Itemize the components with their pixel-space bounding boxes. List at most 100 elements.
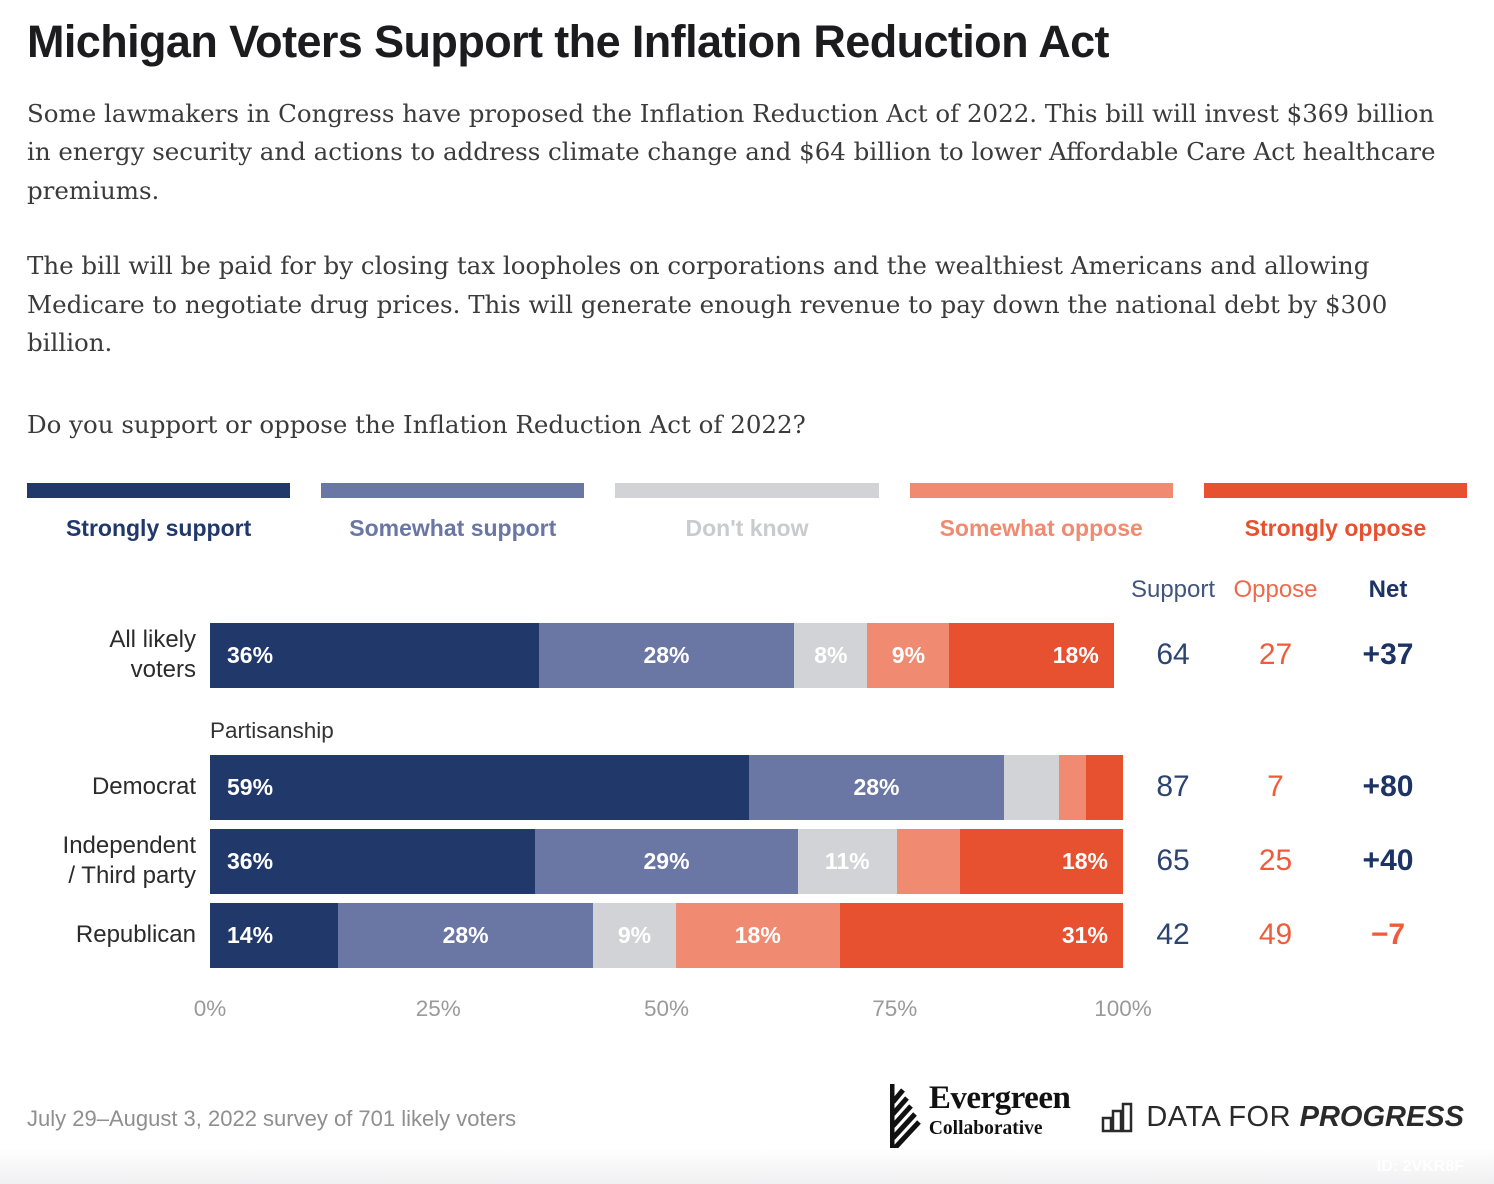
page-title: Michigan Voters Support the Inflation Re… [27,16,1110,67]
segment-percentage-label: 59% [227,773,274,800]
row-label: Independent / Third party [62,832,196,890]
dfp-light-text: DATA FOR [1146,1100,1292,1133]
column-header-net: Net [1368,575,1408,603]
segment-percentage-label: 31% [1061,921,1108,948]
legend-label: Somewhat oppose [939,514,1143,541]
net-value: +80 [1362,770,1414,804]
row-label: All likely voters [109,626,196,684]
segment-percentage-label: 8% [814,641,848,668]
segment-percentage-label: 36% [227,641,274,668]
chart-page: Michigan Voters Support the Inflation Re… [0,16,1494,1024]
logo-row: Evergreen Collaborative DATA FOR PROGRES… [887,1082,1464,1152]
bar-segment-somewhat-oppose: 18% [675,902,840,968]
legend-item-somewhat-support: Somewhat support [321,482,585,542]
net-value: −7 [1370,918,1406,952]
evergreen-tree-icon [889,1084,921,1152]
legend-label: Strongly support [65,514,252,541]
bar-segment-strongly-support: 59% [210,754,749,820]
segment-percentage-label: 14% [227,921,274,948]
legend-item-dont-know: Don't know [615,482,879,542]
summary-column-headers: Support Oppose Net [27,575,1467,605]
chart-id-tag: ID: 2VKR8F [1376,1158,1464,1175]
segment-percentage-label: 28% [442,921,489,948]
x-axis-tick: 0% [193,995,227,1021]
net-value: +37 [1362,638,1414,672]
bar-segment-strongly-oppose: 18% [960,828,1123,894]
segment-percentage-label: 36% [227,847,274,874]
bar-segment-strongly-support: 36% [210,828,536,894]
data-for-progress-logo: DATA FOR PROGRESS [1100,1099,1464,1135]
bar-segment-somewhat-support: 29% [535,828,798,894]
intro-paragraph-2: The bill will be paid for by closing tax… [27,251,1388,358]
bar-segment-somewhat-oppose [1059,754,1087,820]
bar-segment-somewhat-oppose: 9% [867,622,950,688]
dfp-wordmark: DATA FOR PROGRESS [1146,1101,1464,1134]
legend-swatch-strongly-oppose [1203,482,1467,498]
segment-percentage-label: 18% [1061,847,1108,874]
support-value: 64 [1156,638,1190,672]
support-value: 65 [1156,844,1190,878]
survey-question: Do you support or oppose the Inflation R… [27,409,806,439]
segment-percentage-label: 11% [824,847,870,874]
bar-segment-strongly-oppose [1086,754,1123,820]
row-label: Republican [75,921,196,949]
x-axis: 0% 25% 50% 75% 100% [194,990,1152,1024]
legend-label: Somewhat support [349,514,557,541]
oppose-value: 25 [1258,844,1293,878]
legend-swatch-somewhat-support [321,482,585,498]
bar-segment-strongly-support: 36% [210,622,539,688]
oppose-value: 7 [1267,770,1284,804]
support-value: 87 [1156,770,1190,804]
segment-percentage-label: 29% [643,847,690,874]
x-axis-tick: 75% [872,995,918,1021]
x-axis-tick: 100% [1094,995,1152,1021]
column-header-oppose: Oppose [1233,575,1318,603]
legend-label: Don't know [685,514,809,541]
column-header-support: Support [1130,575,1216,603]
bar-segment-strongly-support: 14% [210,902,338,968]
bar-segment-somewhat-support: 28% [337,902,594,968]
net-value: +40 [1362,844,1414,878]
chart-row-independent: Independent / Third party 36% 29% 11% 18% 65… [27,828,1467,894]
segment-percentage-label: 18% [1052,641,1099,668]
legend-label: Strongly oppose [1244,514,1427,541]
oppose-value: 27 [1258,638,1293,672]
chart-row-all-likely-voters: All likely voters 36% 28% 8% 9% 18% 64 27 +37 [27,622,1467,688]
survey-footnote: July 29–August 3, 2022 survey of 701 lik… [27,1106,517,1131]
chart-row-democrat: Democrat 59% 28% 87 7 +80 [27,754,1467,820]
bar-segment-dont-know: 9% [593,902,676,968]
chart-row-republican: Republican 14% 28% 9% 18% 31% 42 49 −7 [27,902,1467,968]
section-label-partisanship: Partisanship [210,717,334,743]
dfp-bold-text: PROGRESS [1299,1100,1464,1133]
intro-paragraph-1: Some lawmakers in Congress have proposed… [27,99,1436,205]
bar-chart-icon [1102,1102,1133,1133]
evergreen-name: Evergreen [928,1080,1071,1116]
segment-percentage-label: 18% [734,921,781,948]
bar-segment-somewhat-oppose [896,828,961,894]
legend-swatch-dont-know [615,482,879,498]
legend-item-strongly-support: Strongly support [27,482,291,542]
bar-segment-strongly-oppose: 18% [949,622,1114,688]
segment-percentage-label: 28% [643,641,690,668]
row-label: Democrat [91,773,196,801]
bar-segment-strongly-oppose: 31% [839,902,1123,968]
bar-segment-somewhat-support: 28% [538,622,795,688]
legend: Strongly support Somewhat support Don't … [27,482,1467,542]
stacked-bar: 14% 28% 9% 18% 31% [210,902,1123,968]
bar-segment-dont-know: 8% [794,622,868,688]
stacked-bar: 36% 28% 8% 9% 18% [210,622,1123,688]
bar-segment-dont-know: 11% [797,828,897,894]
bar-segment-somewhat-support: 28% [748,754,1005,820]
oppose-value: 49 [1258,918,1293,952]
support-value: 42 [1156,918,1190,952]
segment-percentage-label: 9% [617,921,652,948]
segment-percentage-label: 9% [891,641,926,668]
legend-item-somewhat-oppose: Somewhat oppose [909,482,1173,542]
stacked-bar: 36% 29% 11% 18% [210,828,1123,894]
evergreen-subtitle: Collaborative [928,1118,1043,1139]
legend-swatch-somewhat-oppose [909,482,1173,498]
x-axis-tick: 25% [415,995,461,1021]
evergreen-collaborative-logo: Evergreen Collaborative [887,1082,1071,1152]
legend-item-strongly-oppose: Strongly oppose [1203,482,1467,542]
segment-percentage-label: 28% [853,773,900,800]
